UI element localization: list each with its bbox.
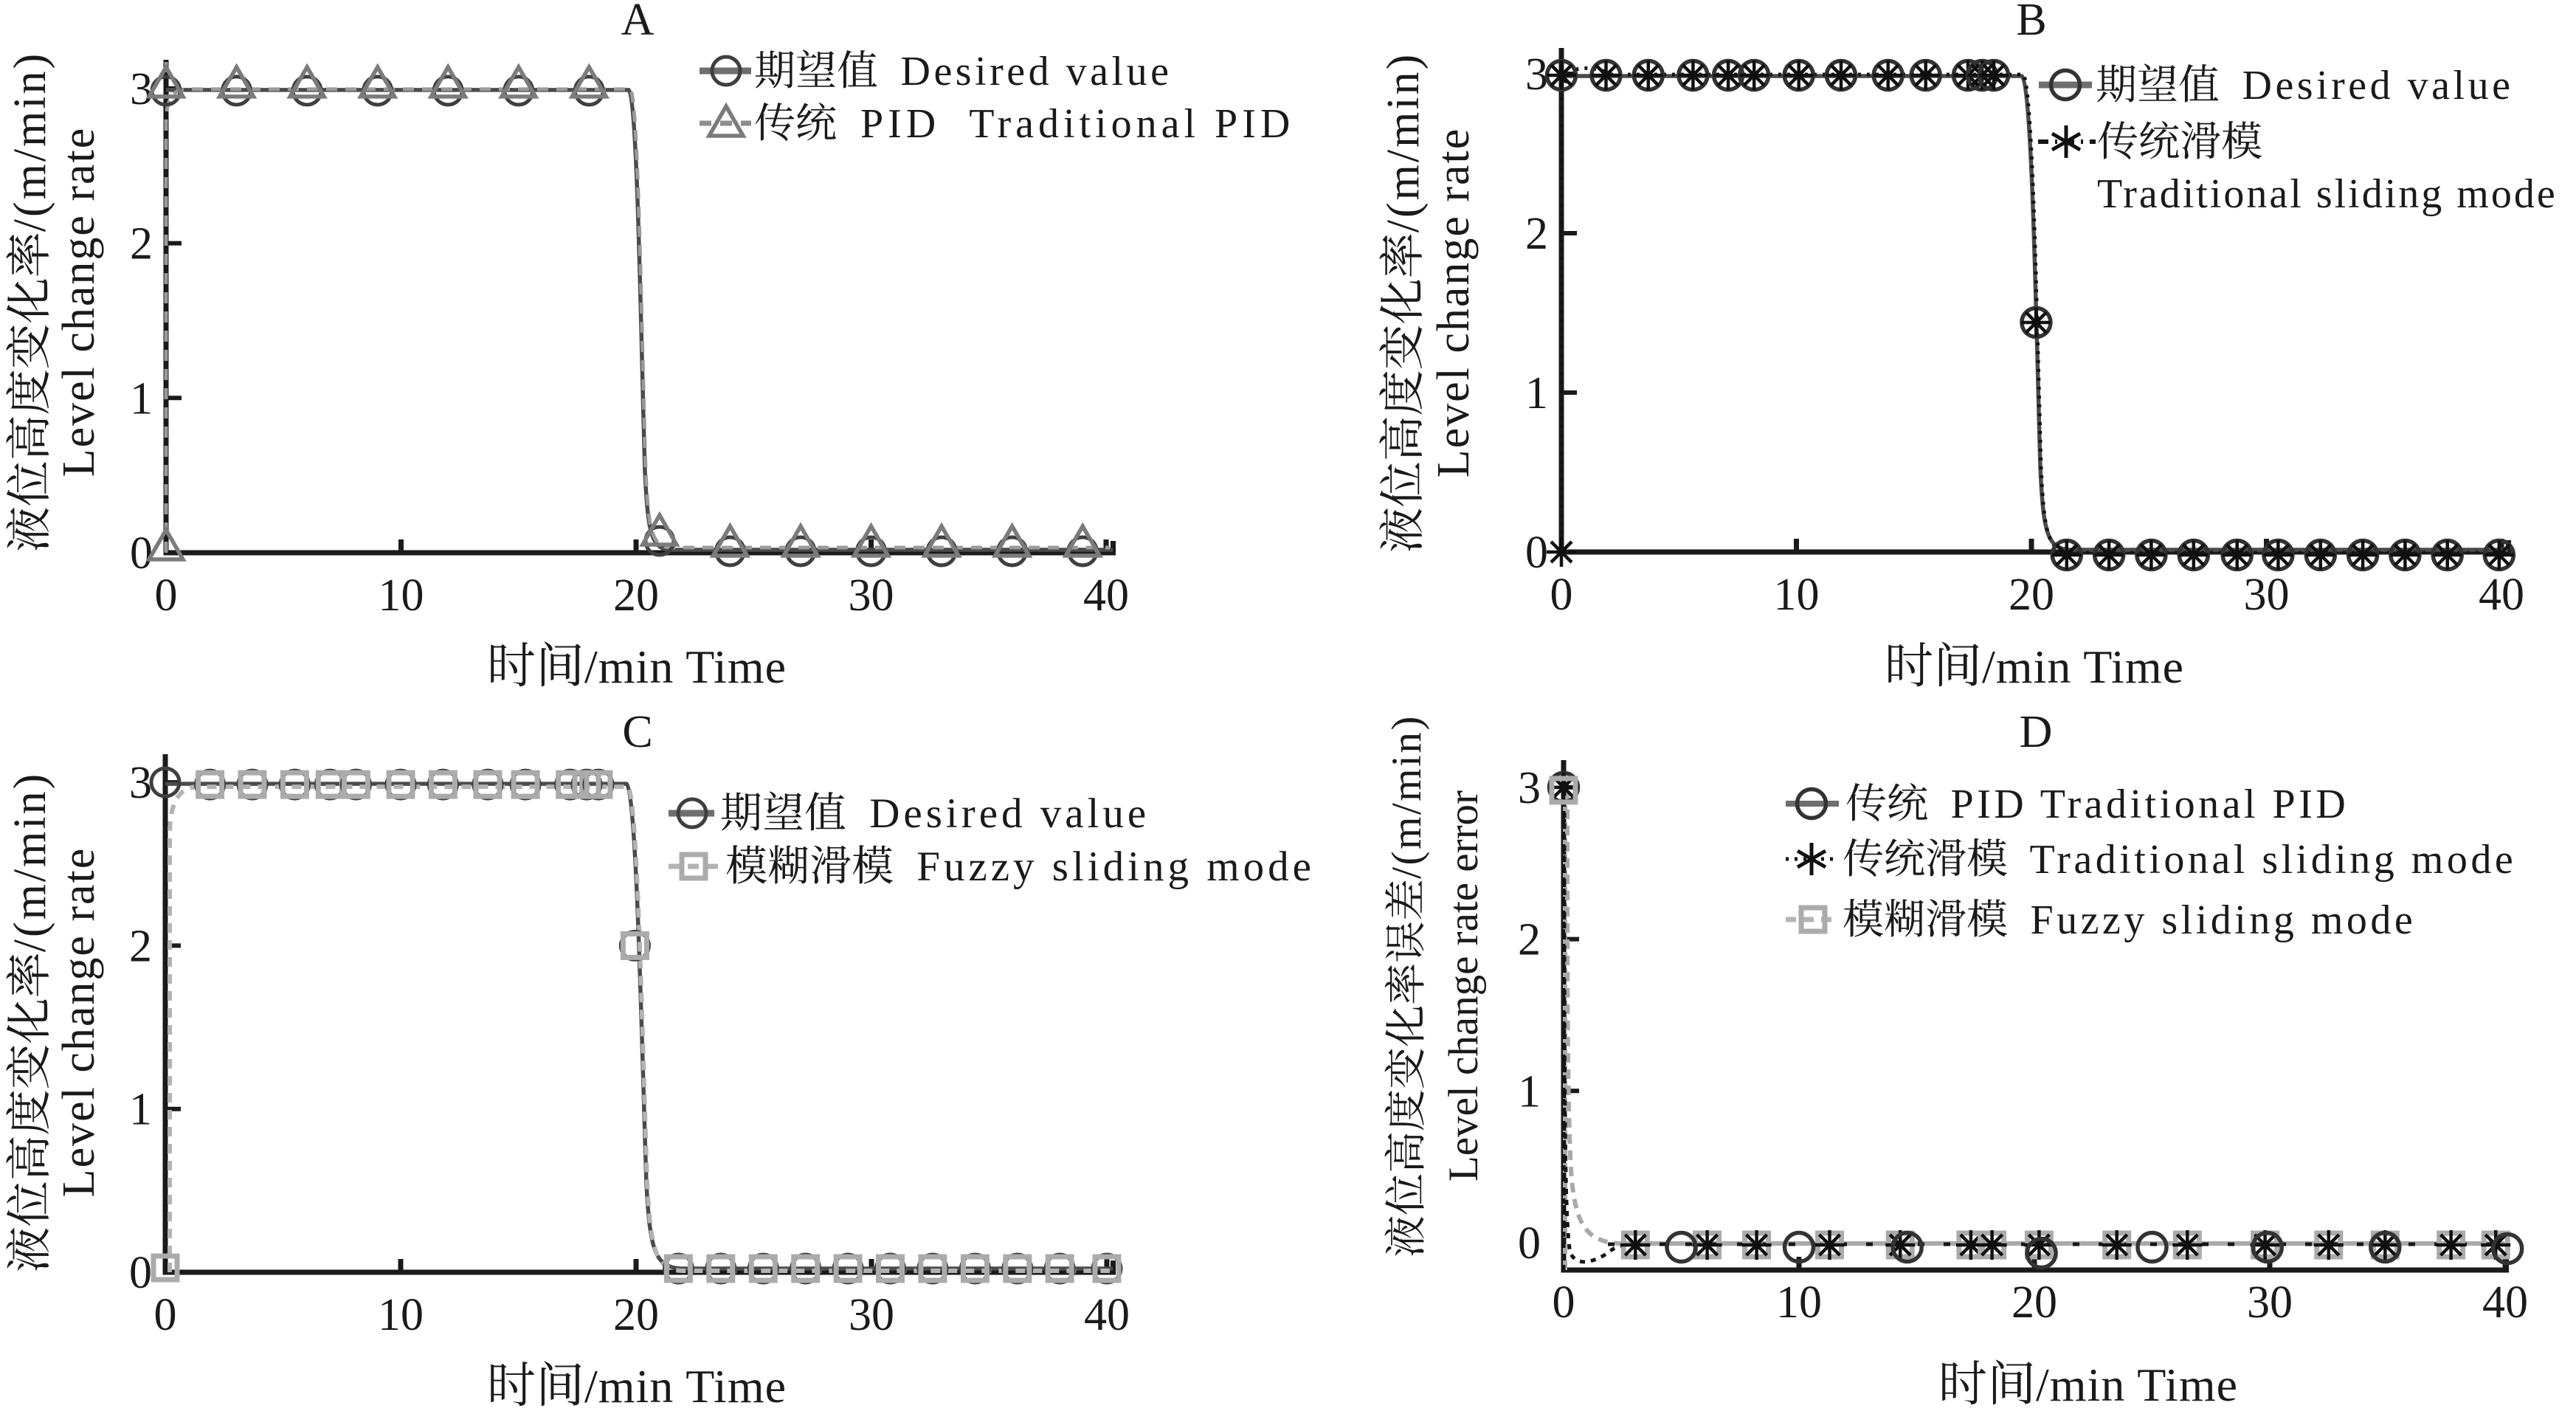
svg-text:10: 10 bbox=[1774, 570, 1820, 620]
svg-text:Fuzzy sliding mode: Fuzzy sliding mode bbox=[902, 844, 1315, 890]
svg-text:0: 0 bbox=[155, 570, 178, 621]
svg-text:C: C bbox=[622, 707, 652, 757]
svg-text:30: 30 bbox=[849, 570, 894, 621]
svg-text:1: 1 bbox=[129, 1085, 152, 1135]
svg-text:20: 20 bbox=[613, 570, 659, 621]
svg-text:0: 0 bbox=[1518, 1218, 1541, 1269]
svg-text:1: 1 bbox=[1518, 1066, 1541, 1117]
svg-text:2: 2 bbox=[1525, 209, 1548, 259]
svg-text:1: 1 bbox=[130, 373, 153, 424]
svg-text:10: 10 bbox=[1776, 1277, 1822, 1328]
svg-text:/min Time: /min Time bbox=[584, 1360, 787, 1411]
svg-text:2: 2 bbox=[129, 921, 152, 971]
svg-text:40: 40 bbox=[1083, 570, 1129, 621]
svg-text:1: 1 bbox=[1525, 368, 1548, 418]
svg-text:PID Traditional PID: PID Traditional PID bbox=[1937, 782, 2349, 827]
svg-text:3: 3 bbox=[130, 64, 153, 114]
svg-text:3: 3 bbox=[1525, 49, 1548, 100]
svg-text:40: 40 bbox=[2479, 570, 2524, 620]
svg-text:Traditional sliding mode: Traditional sliding mode bbox=[2017, 837, 2516, 883]
svg-text:30: 30 bbox=[849, 1290, 894, 1340]
svg-text:/(m/min): /(m/min) bbox=[1378, 52, 1429, 232]
svg-text:10: 10 bbox=[379, 570, 424, 621]
svg-text:Level change rate error: Level change rate error bbox=[1440, 790, 1487, 1181]
svg-text:20: 20 bbox=[2012, 1277, 2057, 1328]
svg-text:/min Time: /min Time bbox=[2036, 1359, 2238, 1411]
svg-text:Desired value: Desired value bbox=[2228, 63, 2513, 108]
svg-text:0: 0 bbox=[1553, 1277, 1575, 1328]
svg-text:Level change rate: Level change rate bbox=[1429, 128, 1479, 478]
svg-text:0: 0 bbox=[129, 1248, 152, 1298]
svg-text:/(m/min): /(m/min) bbox=[1384, 714, 1430, 879]
svg-text:2: 2 bbox=[1518, 915, 1541, 965]
svg-text:Desired value: Desired value bbox=[887, 49, 1172, 94]
svg-text:20: 20 bbox=[613, 1290, 659, 1340]
svg-text:0: 0 bbox=[1550, 570, 1573, 620]
svg-text:40: 40 bbox=[2482, 1277, 2528, 1328]
svg-text:D: D bbox=[2020, 707, 2053, 757]
svg-text:3: 3 bbox=[1518, 763, 1541, 813]
svg-text:/min Time: /min Time bbox=[584, 641, 787, 693]
svg-text:Desired value: Desired value bbox=[855, 790, 1150, 837]
svg-text:40: 40 bbox=[1084, 1290, 1130, 1340]
svg-text:0: 0 bbox=[130, 528, 153, 579]
svg-text:B: B bbox=[2016, 0, 2046, 45]
svg-text:0: 0 bbox=[154, 1290, 177, 1340]
svg-text:A: A bbox=[621, 0, 655, 45]
svg-text:Level change rate: Level change rate bbox=[54, 847, 104, 1198]
svg-text:2: 2 bbox=[130, 219, 153, 269]
svg-text:Fuzzy sliding mode: Fuzzy sliding mode bbox=[2017, 897, 2416, 943]
svg-text:20: 20 bbox=[2009, 570, 2054, 620]
svg-text:30: 30 bbox=[2244, 570, 2290, 620]
svg-text:PID Traditional PID: PID Traditional PID bbox=[846, 101, 1294, 147]
svg-text:Traditional sliding mode: Traditional sliding mode bbox=[2097, 171, 2558, 217]
svg-text:/(m/min): /(m/min) bbox=[5, 52, 55, 232]
svg-text:/(m/min): /(m/min) bbox=[5, 772, 55, 952]
svg-text:/min Time: /min Time bbox=[1982, 641, 2184, 693]
svg-text:10: 10 bbox=[378, 1290, 424, 1340]
svg-text:Level change rate: Level change rate bbox=[54, 127, 104, 477]
svg-text:3: 3 bbox=[129, 758, 152, 808]
svg-text:30: 30 bbox=[2247, 1277, 2293, 1328]
svg-text:0: 0 bbox=[1525, 528, 1548, 578]
